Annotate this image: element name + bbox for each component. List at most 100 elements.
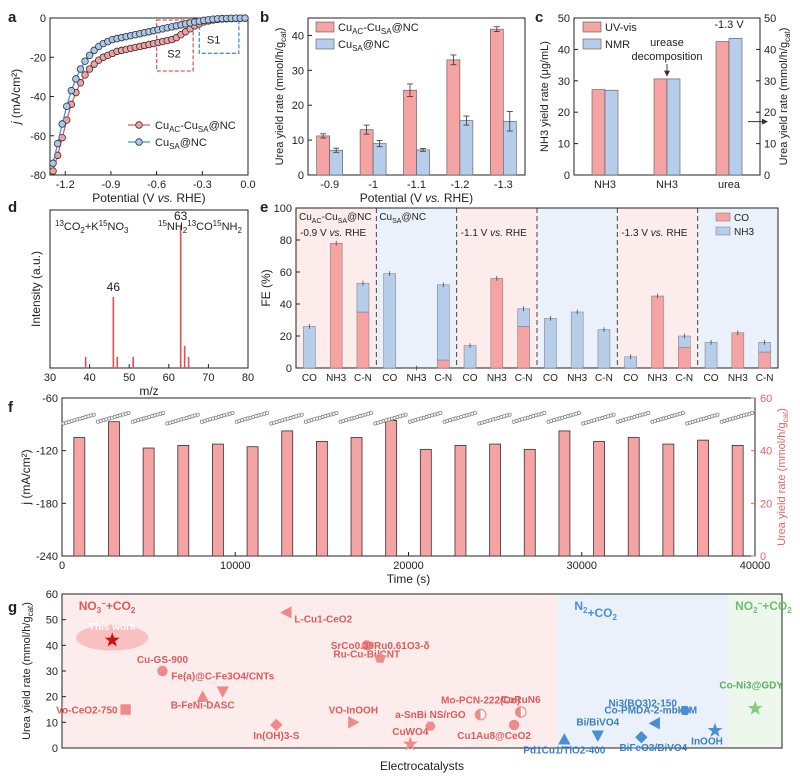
y-tick-label: -80 — [30, 170, 46, 182]
bar-nh3 — [544, 318, 557, 369]
bar-co — [731, 332, 745, 369]
point-label: Cu-GS-900 — [137, 655, 189, 666]
point-label: In(OH)3-S — [253, 731, 299, 742]
text-part: -Cu — [180, 120, 198, 132]
y-tick-label-right: 0 — [760, 551, 766, 563]
current-point — [507, 412, 512, 417]
marker-triangle-right — [348, 716, 360, 729]
current-point — [611, 412, 616, 417]
x-tick-label: 80 — [242, 372, 254, 384]
legend-swatch — [715, 226, 731, 236]
x-tick-label: urea — [718, 179, 741, 191]
marker-star — [104, 632, 120, 647]
y-tick-label-left: 40 — [558, 44, 570, 56]
x-tick-label: -0.9 — [320, 179, 339, 191]
text-part: Potential (V — [360, 191, 425, 205]
marker-hexagon — [679, 706, 691, 716]
data-point — [85, 65, 94, 73]
point-label: a-SnBi NS/rGO — [395, 710, 466, 721]
text-part: vs. — [651, 228, 664, 239]
data-point — [72, 75, 80, 83]
bar-co — [490, 278, 504, 369]
panel-letter-f: f — [8, 399, 14, 416]
data-point — [241, 14, 249, 22]
current-point — [473, 410, 477, 415]
marker-half — [515, 706, 521, 718]
marker-star — [707, 722, 723, 737]
x-axis-label: Electrocatalysts — [380, 759, 464, 773]
panel-letter-g: g — [8, 599, 17, 616]
current-point — [715, 412, 720, 417]
y-tick-label: 0 — [52, 743, 58, 755]
text-part: +CO — [762, 599, 787, 613]
point-label: Co-PMDA-2-mbIMM — [604, 705, 697, 716]
marker-half-circle — [514, 706, 527, 718]
y-tick-label: -20 — [30, 52, 46, 64]
y-tick-label: 80 — [280, 235, 292, 247]
panel-letter-c: c — [535, 9, 543, 26]
point-label: B-FeNi-DASC — [171, 701, 235, 712]
y-axis-label: FE (%) — [259, 269, 273, 306]
current-point — [91, 412, 96, 417]
legend-left: 13CO2+K15NO3 — [55, 219, 129, 235]
x-tick-label: C-N — [675, 373, 693, 384]
text-part: SA — [169, 142, 180, 151]
marker-triangle-left — [648, 717, 660, 730]
group-label-cusa: CuSA@NC — [379, 212, 426, 225]
condition-label: -1.3 V vs. RHE — [621, 228, 687, 239]
point-label: BiFeO3/BiVO4 — [619, 743, 687, 754]
text-part: SA — [352, 44, 363, 53]
x-tick-label: C-N — [515, 373, 533, 384]
text-part: 15 — [158, 219, 167, 228]
y-axis-label-left: NH3 yield rate (μg/mL) — [539, 41, 551, 152]
x-tick-label: C-N — [354, 373, 372, 384]
y-tick-label-right: 30 — [764, 76, 776, 88]
current-point — [195, 412, 200, 417]
current-point — [680, 410, 685, 415]
text-part: Cu — [155, 120, 169, 132]
y-tick-label-right: 40 — [764, 44, 776, 56]
text-part: @NC — [180, 137, 207, 149]
y-tick-label: 20 — [292, 100, 304, 112]
region-label: N2+CO2 — [574, 599, 617, 622]
text-part: +CO — [587, 606, 612, 620]
bar-nh3 — [356, 282, 370, 313]
point-label: Pd1Cu1/TiO2-400 — [523, 745, 606, 756]
x-tick-label: NH3 — [406, 373, 426, 384]
text-part: Urea yield rate (mmol/h/g — [21, 616, 33, 740]
y-tick-label-right: 20 — [764, 107, 776, 119]
marker-star — [747, 700, 763, 715]
text-part: cat — [279, 30, 288, 41]
text-part: RHE) — [173, 191, 206, 205]
x-tick-label: CO — [704, 373, 719, 384]
x-tick-label: -1.2 — [56, 179, 75, 191]
panel-letter-d: d — [8, 199, 17, 216]
y-tick-label-left: 20 — [558, 107, 570, 119]
x-tick-label: CO — [463, 373, 478, 384]
text-part: 13 — [55, 219, 64, 228]
marker-pentagon — [374, 652, 386, 663]
legend-entry: NMR — [605, 39, 630, 51]
current-point — [403, 412, 408, 417]
legend-entry: CO — [734, 213, 749, 224]
bar — [604, 89, 619, 176]
legend-swatch — [315, 38, 335, 50]
y-tick-label: 20 — [280, 331, 292, 343]
current-point — [542, 410, 547, 415]
text-part: Urea yield rate (mmol/h/g — [776, 422, 788, 546]
data-point — [90, 46, 98, 55]
legend-entry: UV-vis — [605, 22, 637, 34]
text-part: 2 — [131, 606, 136, 615]
annotation-urease: urease — [650, 37, 684, 49]
text-part: 2 — [583, 606, 588, 615]
point-label: Bi/BiVO4 — [576, 718, 619, 729]
legend-entry: NH3 — [734, 227, 754, 238]
text-part: SA — [392, 218, 402, 225]
data-point — [85, 51, 94, 59]
text-part: -Cu — [322, 212, 338, 223]
bar — [385, 419, 398, 557]
text-part: AC — [169, 125, 180, 134]
